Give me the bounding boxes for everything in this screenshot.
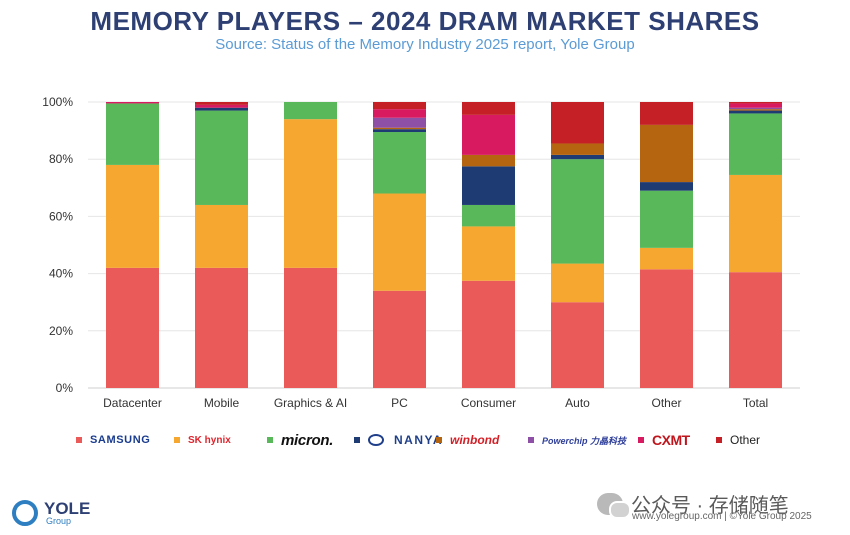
- bar-segment: [462, 280, 515, 388]
- legend-item-samsung: SAMSUNG: [76, 430, 150, 450]
- bar-segment: [551, 263, 604, 303]
- bar-segment: [195, 104, 248, 108]
- legend-swatch-skhynix: [174, 437, 180, 443]
- bar-segment: [640, 190, 693, 248]
- legend-item-cxmt: CXMT: [638, 430, 690, 450]
- x-tick-label: Graphics & AI: [274, 396, 347, 410]
- bar-segment: [373, 117, 426, 128]
- bar-segment: [373, 290, 426, 388]
- bar-segment: [729, 107, 782, 110]
- legend-label-nanya: NANYA: [394, 433, 444, 447]
- yole-logo: YOLE Group: [12, 500, 90, 526]
- y-tick-label: 80%: [49, 152, 73, 166]
- bar-segment: [729, 113, 782, 175]
- chart-legend: SAMSUNG SK hynix micron. NANYA winbond P…: [70, 430, 790, 450]
- stacked-bar-chart: 0% 20% 40% 60% 80% 100% Datacenter Mobile Graphi…: [42, 95, 800, 410]
- legend-item-micron: micron.: [267, 430, 333, 450]
- yole-logo-icon: [12, 500, 38, 526]
- wechat-watermark: 公众号 · 存储随笔: [597, 489, 789, 519]
- x-tick-label: PC: [391, 396, 408, 410]
- bar-segment: [195, 102, 248, 105]
- legend-item-winbond: winbond: [436, 430, 499, 450]
- bar-segment: [195, 110, 248, 205]
- legend-label-micron: micron.: [281, 431, 334, 449]
- legend-label-winbond: winbond: [450, 433, 500, 447]
- bar-segment: [462, 166, 515, 205]
- y-tick-label: 60%: [49, 209, 73, 223]
- bar-segment: [373, 132, 426, 194]
- legend-swatch-micron: [267, 437, 273, 443]
- bar-segment: [195, 204, 248, 268]
- legend-swatch-cxmt: [638, 437, 644, 443]
- bar-segment: [729, 103, 782, 108]
- x-tick-label: Consumer: [461, 396, 516, 410]
- x-tick-label: Total: [743, 396, 768, 410]
- bar-segment: [551, 143, 604, 155]
- legend-label-skhynix: SK hynix: [188, 434, 231, 446]
- footer-copyright: www.yolegroup.com | ©Yole Group 2025: [632, 511, 812, 522]
- bar-segment: [551, 302, 604, 388]
- y-tick-label: 40%: [49, 267, 73, 281]
- bar-segment: [373, 102, 426, 110]
- legend-swatch-other: [716, 437, 722, 443]
- bar-segment: [106, 267, 159, 388]
- legend-swatch-winbond: [436, 437, 442, 443]
- legend-swatch-powerchip: [528, 437, 534, 443]
- y-tick-label: 0%: [56, 381, 74, 395]
- bar-segment: [462, 226, 515, 281]
- y-tick-label: 20%: [49, 324, 73, 338]
- x-tick-label: Datacenter: [103, 396, 162, 410]
- bar-segment: [373, 127, 426, 130]
- wechat-icon: [597, 492, 631, 519]
- bar-segment: [106, 102, 159, 104]
- bar-segment: [373, 193, 426, 291]
- bar-segment: [729, 110, 782, 114]
- bar-segment: [729, 174, 782, 273]
- y-tick-label: 100%: [42, 95, 73, 109]
- bar-segment: [640, 102, 693, 125]
- legend-item-nanya: NANYA: [354, 430, 443, 450]
- bar-segment: [551, 159, 604, 264]
- x-tick-label: Mobile: [204, 396, 240, 410]
- bar-segment: [729, 272, 782, 388]
- bar-segment: [284, 267, 337, 388]
- legend-swatch-samsung: [76, 437, 82, 443]
- legend-label-other: Other: [730, 433, 761, 447]
- bar-segment: [106, 103, 159, 165]
- legend-item-other: Other: [716, 430, 760, 450]
- bar-segment: [284, 119, 337, 268]
- chart-title: MEMORY PLAYERS – 2024 DRAM MARKET SHARES: [90, 6, 760, 36]
- bar-segment: [195, 107, 248, 111]
- bar-segment: [640, 182, 693, 191]
- bar-segment: [462, 102, 515, 115]
- bar-segment: [551, 102, 604, 144]
- x-tick-label: Auto: [565, 396, 590, 410]
- legend-item-powerchip: Powerchip 力晶科技: [528, 430, 626, 450]
- logo-sub-text: Group: [46, 516, 72, 526]
- legend-label-samsung: SAMSUNG: [90, 434, 151, 446]
- legend-label-cxmt: CXMT: [652, 432, 690, 448]
- bar-segment: [729, 109, 782, 111]
- bar-segment: [373, 109, 426, 118]
- legend-label-powerchip: Powerchip 力晶科技: [542, 435, 627, 446]
- chart-subtitle: Source: Status of the Memory Industry 20…: [215, 36, 635, 53]
- bar-segment: [462, 114, 515, 155]
- bar-segment: [462, 204, 515, 227]
- logo-main-text: YOLE: [44, 499, 91, 518]
- bar-segment: [284, 102, 337, 120]
- bar-segment: [640, 247, 693, 270]
- x-tick-label: Other: [651, 396, 681, 410]
- watermark-text: 公众号 · 存储随笔: [631, 495, 789, 517]
- legend-item-skhynix: SK hynix: [174, 430, 231, 450]
- bar-segment: [462, 154, 515, 167]
- bar-segment: [640, 269, 693, 388]
- bar-segment: [551, 154, 604, 160]
- legend-swatch-nanya: [354, 437, 360, 443]
- bar-segment: [640, 124, 693, 183]
- bar-segment: [373, 129, 426, 133]
- bar-segment: [729, 102, 782, 104]
- bar-segment: [106, 164, 159, 268]
- nanya-logo-icon: [368, 434, 384, 446]
- bar-segment: [195, 267, 248, 388]
